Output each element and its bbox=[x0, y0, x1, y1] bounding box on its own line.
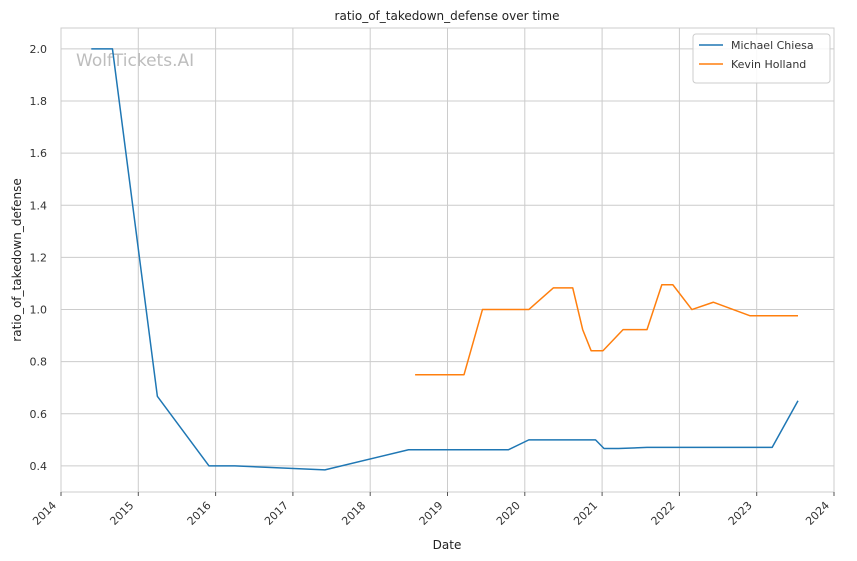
x-axis-ticks: 2014 2015 2016 2017 2018 2019 2020 2021 2022 2023… bbox=[30, 492, 835, 528]
y-tick-label: 0.8 bbox=[30, 356, 48, 369]
watermark: WolfTickets.AI bbox=[76, 51, 194, 71]
x-tick-label: 2015 bbox=[107, 499, 136, 528]
x-tick-label: 2016 bbox=[185, 499, 214, 528]
y-tick-label: 1.2 bbox=[30, 251, 48, 264]
y-tick-label: 0.4 bbox=[30, 460, 48, 473]
y-axis-ticks: 0.4 0.6 0.8 1.0 1.2 1.4 1.6 1.8 2.0 bbox=[30, 43, 48, 473]
legend-label: Michael Chiesa bbox=[731, 39, 814, 52]
y-tick-label: 0.6 bbox=[30, 408, 48, 421]
x-tick-label: 2022 bbox=[649, 499, 678, 528]
y-tick-label: 1.8 bbox=[30, 95, 48, 108]
y-tick-label: 2.0 bbox=[30, 43, 48, 56]
y-tick-label: 1.4 bbox=[30, 199, 48, 212]
series-line-michael-chiesa bbox=[91, 48, 799, 471]
grid bbox=[60, 28, 835, 492]
x-tick-label: 2023 bbox=[726, 499, 755, 528]
x-tick-label: 2024 bbox=[803, 499, 832, 528]
x-tick-label: 2018 bbox=[339, 499, 368, 528]
x-tick-label: 2020 bbox=[494, 499, 523, 528]
x-tick-label: 2021 bbox=[571, 499, 600, 528]
x-axis-title: Date bbox=[433, 538, 462, 552]
y-tick-label: 1.0 bbox=[30, 304, 48, 317]
y-axis-title: ratio_of_takedown_defense bbox=[10, 178, 24, 341]
series-lines bbox=[91, 48, 799, 471]
legend-label: Kevin Holland bbox=[731, 58, 806, 71]
x-tick-label: 2019 bbox=[417, 499, 446, 528]
x-tick-label: 2017 bbox=[262, 499, 291, 528]
y-tick-label: 1.6 bbox=[30, 147, 48, 160]
chart-title: ratio_of_takedown_defense over time bbox=[335, 9, 560, 23]
legend: Michael Chiesa Kevin Holland bbox=[692, 33, 831, 84]
series-line-kevin-holland bbox=[415, 284, 798, 376]
legend-box bbox=[692, 33, 831, 84]
x-tick-label: 2014 bbox=[30, 499, 59, 528]
